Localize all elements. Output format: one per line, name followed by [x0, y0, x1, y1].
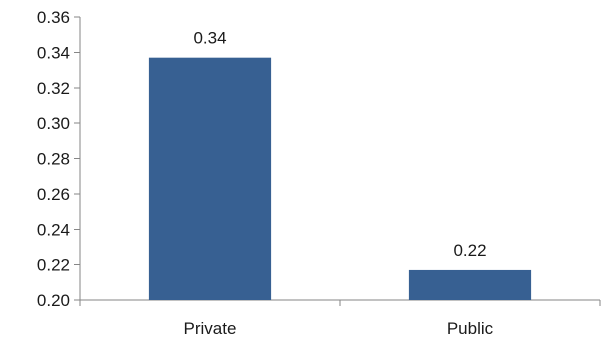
x-tick-label: Private — [184, 319, 237, 338]
bars — [148, 57, 532, 301]
y-tick-label: 0.26 — [37, 185, 70, 204]
bar-private — [148, 57, 272, 301]
y-tick-label: 0.36 — [37, 8, 70, 27]
y-tick-label: 0.22 — [37, 256, 70, 275]
x-axis: Private Public — [79, 299, 601, 338]
y-tick-label: 0.30 — [37, 114, 70, 133]
y-axis: 0.20 0.22 0.24 0.26 0.28 0.30 0.32 0.34 0.36 — [37, 8, 81, 310]
bar-public — [408, 269, 532, 300]
y-tick-label: 0.32 — [37, 79, 70, 98]
y-tick-label: 0.34 — [37, 43, 70, 62]
data-label: 0.22 — [453, 241, 486, 260]
x-tick-label: Public — [447, 319, 494, 338]
data-label: 0.34 — [193, 29, 226, 48]
y-tick-label: 0.20 — [37, 291, 70, 310]
y-tick-label: 0.24 — [37, 220, 70, 239]
y-tick-label: 0.28 — [37, 150, 70, 169]
data-labels: 0.34 0.22 — [193, 29, 486, 260]
